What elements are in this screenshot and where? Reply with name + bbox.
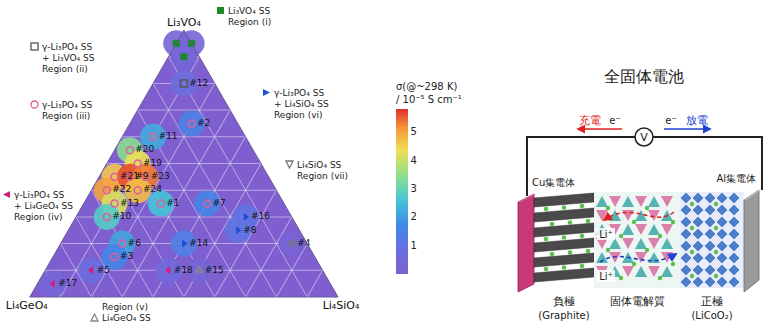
svg-text:V: V [640,131,648,144]
html-text:Region (vi): Region (vi) [274,110,323,120]
html-text:γ-Li₃PO₄ SS: γ-Li₃PO₄ SS [42,100,93,110]
html-text:γ-Li₃PO₄ SS: γ-Li₃PO₄ SS [42,42,93,52]
svg-text:2: 2 [411,211,417,222]
svg-text:#11: #11 [158,131,177,141]
svg-text:#4: #4 [297,238,311,248]
svg-text:3: 3 [411,183,417,194]
html-text:+ Li₄GeO₄ SS: + Li₄GeO₄ SS [14,201,73,211]
svg-text:#9: #9 [135,171,149,181]
svg-text:#3: #3 [120,251,133,261]
svg-text:正極: 正極 [701,295,723,308]
svg-text:Li₃VO₄: Li₃VO₄ [167,16,202,29]
svg-text:#18: #18 [174,265,193,275]
svg-text:全固体電池: 全固体電池 [604,67,684,86]
html-text:Region (vii): Region (vii) [297,171,348,181]
svg-text:#5: #5 [97,265,110,275]
html-text:Li₄SiO₄ SS: Li₄SiO₄ SS [297,160,342,170]
html-text:+ Li₄SiO₄ SS: + Li₄SiO₄ SS [274,99,329,109]
svg-text:#15: #15 [205,265,224,275]
svg-text:1: 1 [411,240,417,251]
svg-text:(LiCoO₂): (LiCoO₂) [691,310,732,321]
svg-text:5: 5 [411,126,417,137]
svg-text:#20: #20 [135,144,154,154]
svg-text:#24: #24 [143,184,162,194]
svg-text:#17: #17 [58,278,77,288]
html-text:Region (iv): Region (iv) [14,212,63,222]
svg-text:4: 4 [411,155,417,166]
html-text:Region (ii): Region (ii) [42,64,88,74]
html-text:Li₃VO₄ SS: Li₃VO₄ SS [228,6,271,16]
svg-text:#21: #21 [120,171,139,181]
html-text:Region (i): Region (i) [228,17,272,27]
svg-text:#14: #14 [189,238,208,248]
svg-text:#16: #16 [251,211,270,221]
svg-text:固体電解質: 固体電解質 [610,295,665,308]
svg-text:#12: #12 [189,78,208,88]
svg-text:Cu集電体: Cu集電体 [532,177,575,188]
svg-text:Li₄SiO₄: Li₄SiO₄ [323,299,360,312]
svg-text:充電: 充電 [579,114,601,127]
svg-text:#19: #19 [143,158,162,168]
svg-text:#22: #22 [112,184,131,194]
svg-text:負極: 負極 [553,295,575,308]
svg-text:(Graphite): (Graphite) [538,310,589,321]
svg-text:Li⁺: Li⁺ [599,271,613,282]
html-text:γ-Li₃PO₄ SS: γ-Li₃PO₄ SS [14,190,65,200]
html-text:Region (iii): Region (iii) [42,111,91,121]
svg-text:#10: #10 [112,211,131,221]
svg-text:#2: #2 [197,118,210,128]
html-text:Region (v): Region (v) [102,302,148,312]
svg-text:#13: #13 [120,198,139,208]
svg-text:Li⁺: Li⁺ [599,229,613,240]
svg-text:Al集電体: Al集電体 [716,173,756,184]
html-text:Li₄GeO₄ SS: Li₄GeO₄ SS [102,313,151,323]
svg-text:Li₄GeO₄: Li₄GeO₄ [6,299,49,312]
svg-text:放電: 放電 [686,114,708,127]
html-text:+ Li₃VO₄ SS: + Li₃VO₄ SS [42,53,95,63]
svg-text:e⁻: e⁻ [609,115,620,126]
svg-text:#23: #23 [151,171,170,181]
svg-text:σ(@~298 K)/ 10⁻⁵ S cm⁻¹: σ(@~298 K)/ 10⁻⁵ S cm⁻¹ [396,81,462,105]
svg-text:#8: #8 [243,225,257,235]
svg-text:#7: #7 [212,198,225,208]
svg-text:#1: #1 [166,198,179,208]
svg-text:e⁻: e⁻ [665,115,676,126]
html-text:γ-Li₃PO₄ SS: γ-Li₃PO₄ SS [274,88,325,98]
svg-text:#6: #6 [128,238,142,248]
